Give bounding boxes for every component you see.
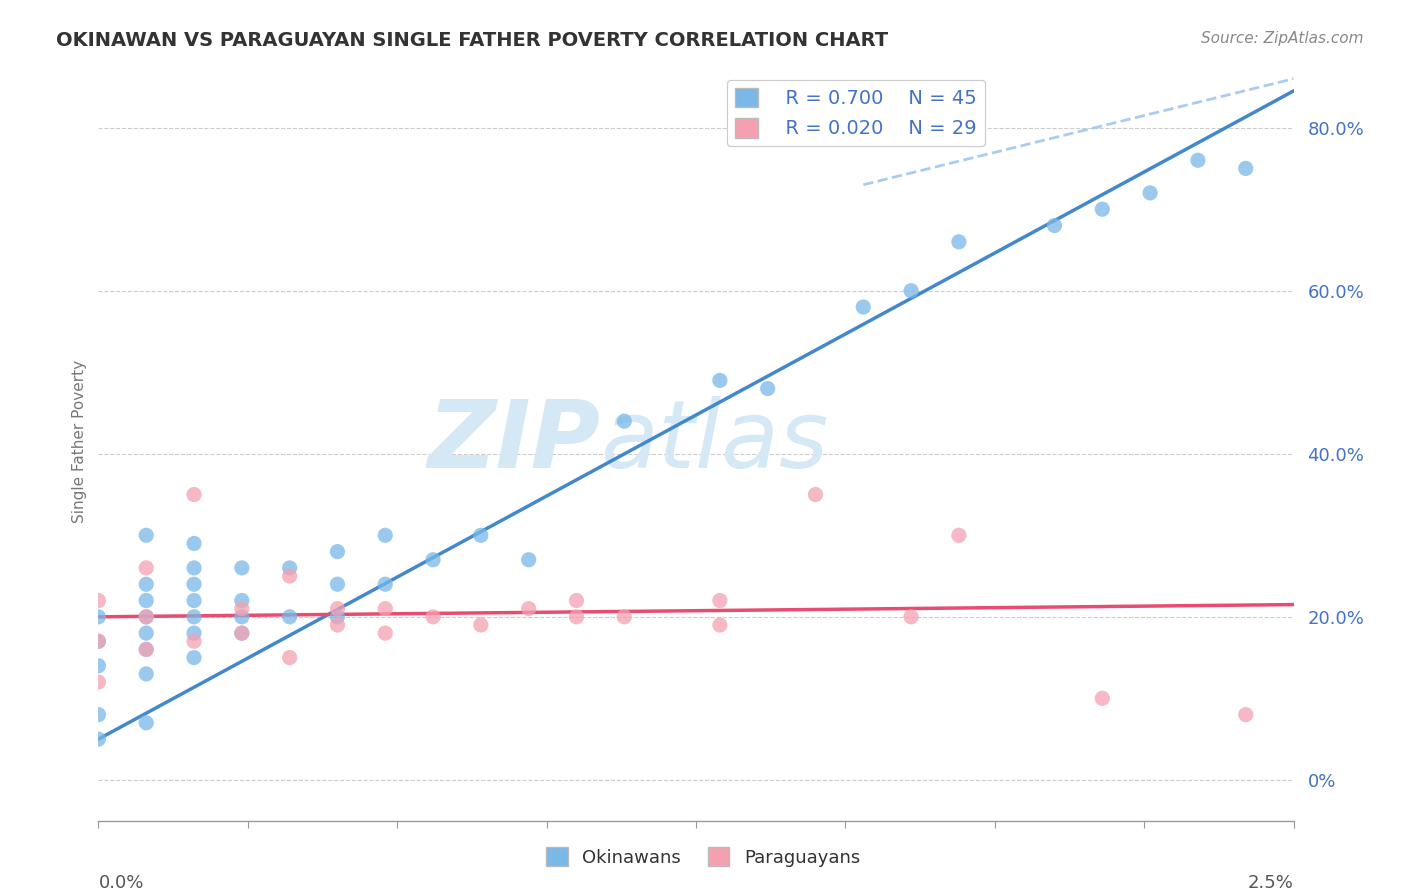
Point (470, 618, 492, 632)
Point (87, 707, 110, 722)
Point (87, 658, 110, 673)
Point (326, 577, 349, 591)
Point (87, 634, 110, 648)
Point (756, 382, 779, 396)
Point (326, 618, 349, 632)
Point (135, 626, 157, 640)
Point (278, 569, 301, 583)
Point (900, 610, 922, 624)
Point (135, 610, 157, 624)
Point (374, 626, 396, 640)
Point (135, 715, 157, 730)
Point (231, 610, 253, 624)
Point (709, 618, 731, 632)
Point (183, 487, 205, 501)
Point (1234, 707, 1257, 722)
Point (422, 610, 444, 624)
Point (183, 626, 205, 640)
Point (565, 593, 588, 607)
Point (135, 561, 157, 575)
Point (1091, 691, 1114, 706)
Point (231, 626, 253, 640)
Point (326, 544, 349, 558)
Point (470, 528, 492, 542)
Point (326, 601, 349, 615)
Point (422, 553, 444, 567)
Point (87, 732, 110, 747)
Point (852, 300, 875, 314)
Point (613, 414, 636, 428)
Point (135, 666, 157, 681)
Point (374, 577, 396, 591)
Legend: Okinawans, Paraguayans: Okinawans, Paraguayans (538, 840, 868, 874)
Point (948, 528, 970, 542)
Point (1234, 161, 1257, 176)
Point (183, 610, 205, 624)
Point (374, 528, 396, 542)
Point (1043, 219, 1066, 233)
Point (135, 593, 157, 607)
Point (900, 284, 922, 298)
Point (231, 626, 253, 640)
Point (183, 593, 205, 607)
Text: OKINAWAN VS PARAGUAYAN SINGLE FATHER POVERTY CORRELATION CHART: OKINAWAN VS PARAGUAYAN SINGLE FATHER POV… (56, 31, 889, 50)
Point (1187, 153, 1209, 168)
Point (135, 642, 157, 657)
Point (231, 601, 253, 615)
Point (87, 610, 110, 624)
Point (948, 235, 970, 249)
Point (231, 593, 253, 607)
Text: 0.0%: 0.0% (98, 873, 143, 892)
Point (183, 536, 205, 550)
Point (87, 675, 110, 690)
Point (517, 553, 540, 567)
Legend:   R = 0.700    N = 45,   R = 0.020    N = 29: R = 0.700 N = 45, R = 0.020 N = 29 (727, 79, 986, 146)
Point (231, 561, 253, 575)
Point (565, 610, 588, 624)
Text: 2.5%: 2.5% (1247, 873, 1294, 892)
Point (135, 642, 157, 657)
Text: Source: ZipAtlas.com: Source: ZipAtlas.com (1201, 31, 1364, 46)
Y-axis label: Single Father Poverty: Single Father Poverty (72, 360, 87, 523)
Point (709, 593, 731, 607)
Point (1139, 186, 1161, 200)
Point (183, 634, 205, 648)
Point (135, 528, 157, 542)
Point (326, 610, 349, 624)
Point (613, 610, 636, 624)
Point (804, 487, 827, 501)
Point (135, 577, 157, 591)
Point (374, 601, 396, 615)
Text: ZIP: ZIP (427, 395, 600, 488)
Point (183, 561, 205, 575)
Point (183, 650, 205, 665)
Point (1091, 202, 1114, 217)
Point (87, 593, 110, 607)
Text: atlas: atlas (600, 396, 828, 487)
Point (87, 634, 110, 648)
Point (517, 601, 540, 615)
Point (278, 561, 301, 575)
Point (183, 577, 205, 591)
Point (135, 610, 157, 624)
Point (278, 610, 301, 624)
Point (709, 373, 731, 387)
Point (278, 650, 301, 665)
